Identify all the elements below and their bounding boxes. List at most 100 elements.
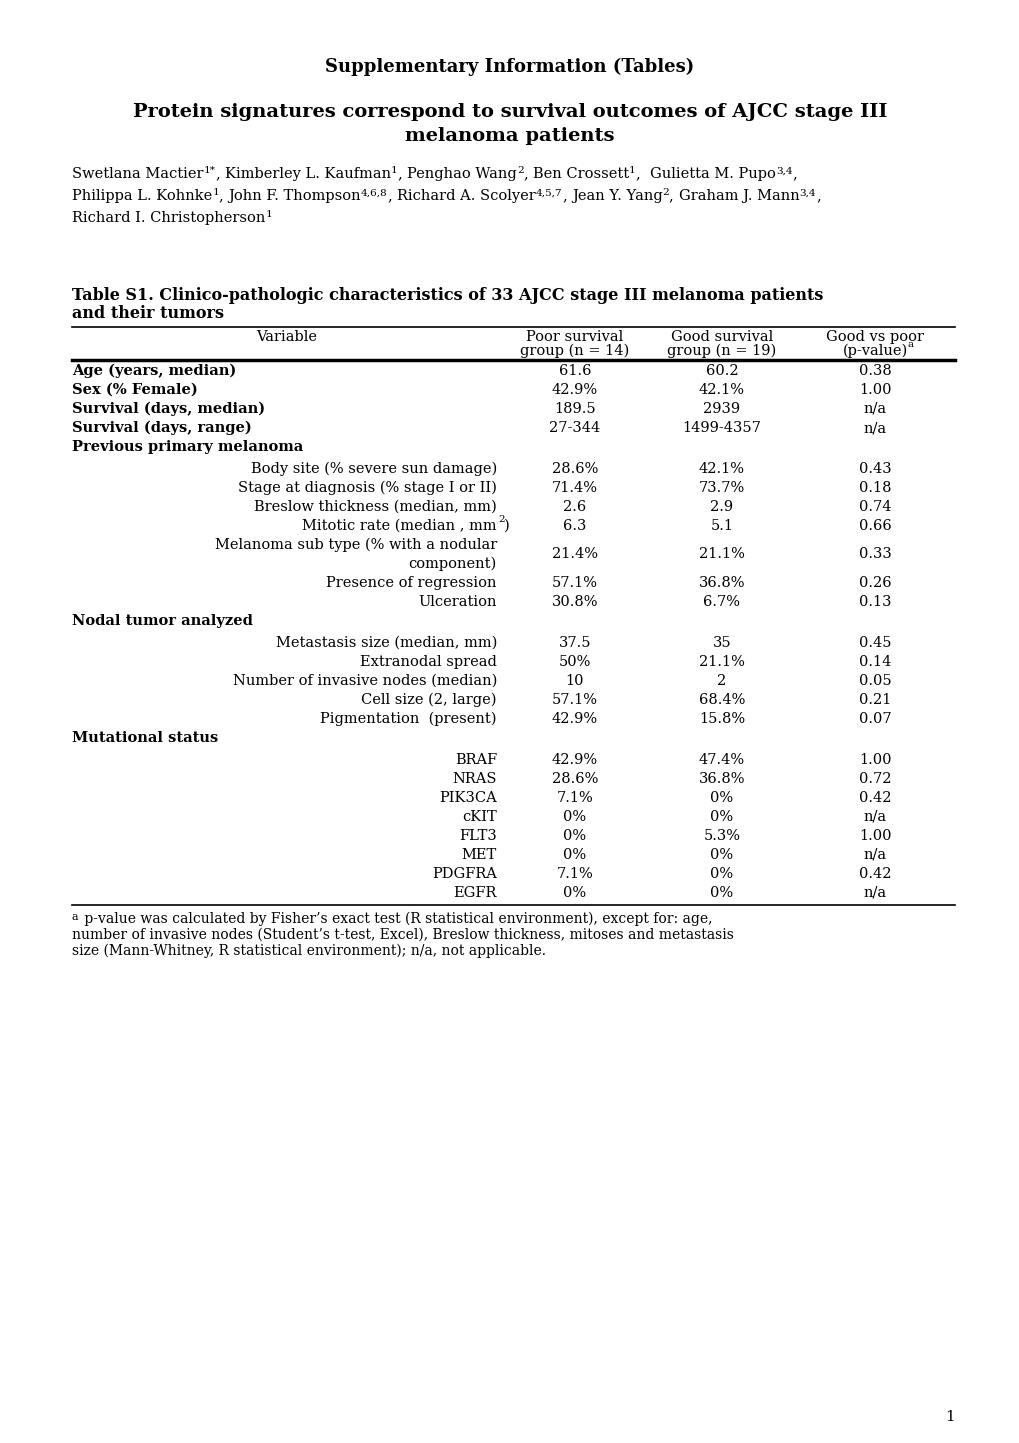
- Text: cKIT: cKIT: [462, 810, 496, 824]
- Text: 0%: 0%: [562, 848, 586, 861]
- Text: Supplementary Information (Tables): Supplementary Information (Tables): [325, 58, 694, 76]
- Text: 0%: 0%: [710, 791, 733, 805]
- Text: group (n = 19): group (n = 19): [666, 343, 775, 358]
- Text: 1*: 1*: [204, 166, 215, 175]
- Text: Mitotic rate (median , mm: Mitotic rate (median , mm: [302, 519, 496, 532]
- Text: Presence of regression: Presence of regression: [326, 576, 496, 590]
- Text: 73.7%: 73.7%: [698, 481, 745, 495]
- Text: 42.1%: 42.1%: [698, 382, 744, 397]
- Text: 36.8%: 36.8%: [698, 576, 745, 590]
- Text: 0.05: 0.05: [858, 674, 891, 688]
- Text: Stage at diagnosis (% stage I or II): Stage at diagnosis (% stage I or II): [237, 481, 496, 495]
- Text: Age (years, median): Age (years, median): [72, 364, 236, 378]
- Text: 60.2: 60.2: [705, 364, 738, 378]
- Text: 2.9: 2.9: [710, 501, 733, 514]
- Text: John F. Thompson: John F. Thompson: [228, 189, 361, 203]
- Text: number of invasive nodes (Student’s t-test, Excel), Breslow thickness, mitoses a: number of invasive nodes (Student’s t-te…: [72, 928, 733, 942]
- Text: 68.4%: 68.4%: [698, 693, 745, 707]
- Text: Number of invasive nodes (median): Number of invasive nodes (median): [232, 674, 496, 688]
- Text: ,: ,: [219, 189, 228, 203]
- Text: Richard A. Scolyer: Richard A. Scolyer: [396, 189, 535, 203]
- Text: group (n = 14): group (n = 14): [520, 343, 629, 358]
- Text: Mutational status: Mutational status: [72, 732, 218, 745]
- Text: 50%: 50%: [558, 655, 591, 670]
- Text: Cell size (2, large): Cell size (2, large): [361, 693, 496, 707]
- Text: 28.6%: 28.6%: [551, 772, 597, 786]
- Text: EGFR: EGFR: [453, 886, 496, 900]
- Text: ): ): [503, 519, 510, 532]
- Text: 57.1%: 57.1%: [551, 693, 597, 707]
- Text: 7.1%: 7.1%: [556, 791, 593, 805]
- Text: 35: 35: [712, 636, 731, 649]
- Text: 1.00: 1.00: [858, 828, 891, 843]
- Text: p-value was calculated by Fisher’s exact test (R statistical environment), excep: p-value was calculated by Fisher’s exact…: [79, 912, 712, 926]
- Text: 42.1%: 42.1%: [698, 462, 744, 476]
- Text: 0.07: 0.07: [858, 711, 891, 726]
- Text: 0.45: 0.45: [858, 636, 891, 649]
- Text: 21.4%: 21.4%: [551, 547, 597, 561]
- Text: Variable: Variable: [256, 330, 317, 343]
- Text: Previous primary melanoma: Previous primary melanoma: [72, 440, 303, 455]
- Text: n/a: n/a: [863, 403, 887, 416]
- Text: 42.9%: 42.9%: [551, 711, 597, 726]
- Text: 0.21: 0.21: [858, 693, 891, 707]
- Text: n/a: n/a: [863, 848, 887, 861]
- Text: Extranodal spread: Extranodal spread: [360, 655, 496, 670]
- Text: 0.18: 0.18: [858, 481, 891, 495]
- Text: Good survival: Good survival: [671, 330, 772, 343]
- Text: 0%: 0%: [562, 886, 586, 900]
- Text: ,: ,: [635, 167, 649, 180]
- Text: 3,4: 3,4: [799, 188, 815, 198]
- Text: 42.9%: 42.9%: [551, 753, 597, 768]
- Text: 1: 1: [945, 1410, 954, 1424]
- Text: 5.3%: 5.3%: [703, 828, 740, 843]
- Text: Kimberley L. Kaufman: Kimberley L. Kaufman: [224, 167, 390, 180]
- Text: 0.33: 0.33: [858, 547, 891, 561]
- Text: ,: ,: [792, 167, 796, 180]
- Text: ,: ,: [387, 189, 396, 203]
- Text: Gulietta M. Pupo: Gulietta M. Pupo: [649, 167, 775, 180]
- Text: 0.14: 0.14: [858, 655, 891, 670]
- Text: Metastasis size (median, mm): Metastasis size (median, mm): [275, 636, 496, 649]
- Text: 2: 2: [662, 188, 668, 198]
- Text: 1: 1: [390, 166, 397, 175]
- Text: 28.6%: 28.6%: [551, 462, 597, 476]
- Text: 4,5,7: 4,5,7: [535, 188, 561, 198]
- Text: 0%: 0%: [710, 848, 733, 861]
- Text: 0%: 0%: [710, 867, 733, 882]
- Text: 0.38: 0.38: [858, 364, 891, 378]
- Text: n/a: n/a: [863, 810, 887, 824]
- Text: MET: MET: [462, 848, 496, 861]
- Text: 0.13: 0.13: [858, 595, 891, 609]
- Text: Ulceration: Ulceration: [418, 595, 496, 609]
- Text: 2: 2: [497, 515, 504, 524]
- Text: Penghao Wang: Penghao Wang: [407, 167, 517, 180]
- Text: 0.72: 0.72: [858, 772, 891, 786]
- Text: n/a: n/a: [863, 421, 887, 434]
- Text: 2: 2: [517, 166, 523, 175]
- Text: Graham J. Mann: Graham J. Mann: [678, 189, 799, 203]
- Text: Ben Crossett: Ben Crossett: [533, 167, 629, 180]
- Text: 0.42: 0.42: [858, 791, 891, 805]
- Text: 1: 1: [212, 188, 219, 198]
- Text: n/a: n/a: [863, 886, 887, 900]
- Text: Pigmentation  (present): Pigmentation (present): [320, 711, 496, 726]
- Text: a: a: [72, 912, 78, 922]
- Text: Sex (% Female): Sex (% Female): [72, 382, 198, 397]
- Text: ,: ,: [397, 167, 407, 180]
- Text: 6.3: 6.3: [562, 519, 586, 532]
- Text: PDGFRA: PDGFRA: [432, 867, 496, 882]
- Text: size (Mann-Whitney, R statistical environment); n/a, not applicable.: size (Mann-Whitney, R statistical enviro…: [72, 944, 545, 958]
- Text: 10: 10: [566, 674, 584, 688]
- Text: 27-344: 27-344: [549, 421, 600, 434]
- Text: 189.5: 189.5: [553, 403, 595, 416]
- Text: 57.1%: 57.1%: [551, 576, 597, 590]
- Text: 47.4%: 47.4%: [698, 753, 744, 768]
- Text: Breslow thickness (median, mm): Breslow thickness (median, mm): [254, 501, 496, 514]
- Text: 2939: 2939: [703, 403, 740, 416]
- Text: 0%: 0%: [710, 886, 733, 900]
- Text: 3,4: 3,4: [775, 166, 792, 175]
- Text: 0%: 0%: [562, 810, 586, 824]
- Text: 6.7%: 6.7%: [703, 595, 740, 609]
- Text: and their tumors: and their tumors: [72, 304, 224, 322]
